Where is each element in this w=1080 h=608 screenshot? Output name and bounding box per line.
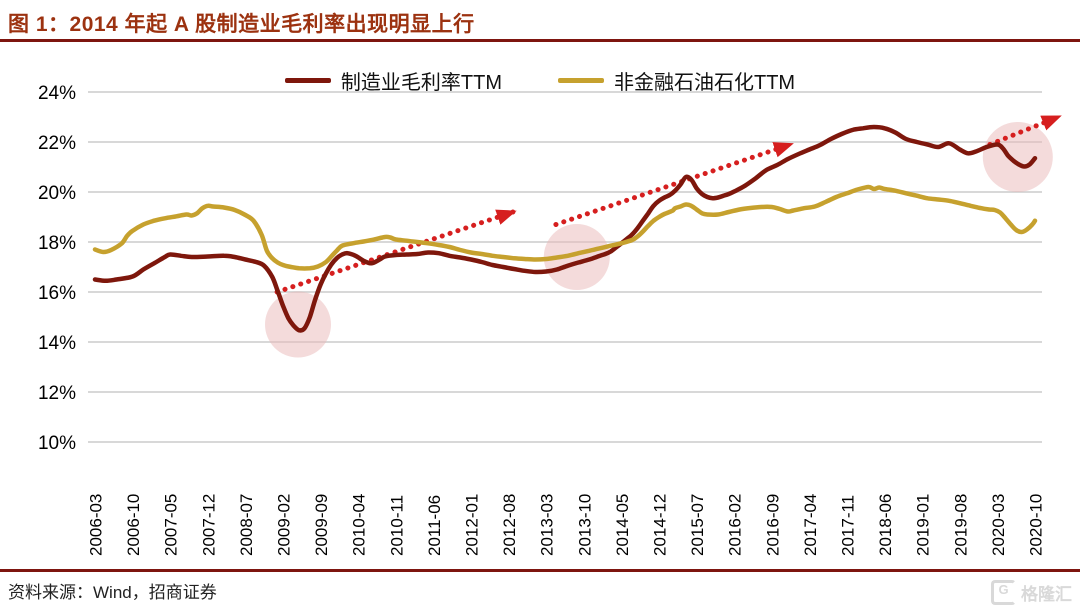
x-tick: 2016-02: [726, 494, 745, 556]
x-tick-label: 2006-10: [124, 494, 143, 556]
x-tick-label: 2018-06: [876, 494, 895, 556]
highlight-circle: [265, 291, 331, 358]
x-tick: 2014-05: [613, 494, 632, 556]
x-tick: 2019-01: [914, 494, 933, 556]
y-tick-label: 20%: [38, 183, 76, 204]
x-tick-label: 2016-02: [726, 494, 745, 556]
x-tick: 2009-09: [312, 494, 331, 556]
x-tick-label: 2016-09: [763, 494, 782, 556]
y-tick-label: 24%: [38, 83, 76, 104]
series-line-1: [92, 184, 1038, 271]
x-tick-label: 2017-04: [801, 494, 820, 556]
trend-arrow: [553, 142, 794, 227]
series-layer: [92, 124, 1038, 333]
figure-title: 图 1：2014 年起 A 股制造业毛利率出现明显上行: [8, 13, 475, 36]
y-tick-label: 16%: [38, 283, 76, 304]
series-line-0: [92, 124, 1038, 333]
x-tick: 2011-06: [425, 495, 444, 556]
x-tick-label: 2015-07: [688, 494, 707, 556]
x-tick: 2012-08: [500, 494, 519, 556]
grid-layer: [88, 91, 1042, 443]
y-tick-label: 12%: [38, 383, 76, 404]
trend-arrow: [274, 209, 517, 295]
x-tick-label: 2020-10: [1027, 494, 1046, 556]
x-tick: 2017-04: [801, 494, 820, 556]
x-tick: 2020-03: [989, 494, 1008, 556]
x-tick: 2007-12: [199, 494, 218, 556]
x-tick-label: 2006-03: [87, 494, 106, 556]
x-tick: 2015-07: [688, 494, 707, 556]
highlight-circle: [543, 224, 610, 290]
x-tick: 2013-10: [575, 494, 594, 556]
watermark-label: 格隆汇: [1021, 585, 1072, 604]
x-tick-label: 2013-10: [575, 494, 594, 556]
x-tick: 2017-11: [839, 495, 858, 556]
arrow-layer: [274, 114, 1062, 295]
x-tick: 2013-03: [538, 494, 557, 556]
x-tick-label: 2008-07: [237, 494, 256, 556]
x-tick-label: 2014-12: [651, 494, 670, 556]
gelonghui-watermark: G 格隆汇: [991, 580, 1072, 605]
x-tick: 2018-06: [876, 494, 895, 556]
x-tick-label: 2012-01: [463, 494, 482, 556]
x-tick: 2012-01: [463, 494, 482, 556]
x-tick-label: 2012-08: [500, 494, 519, 556]
x-tick: 2020-10: [1027, 494, 1046, 556]
gelonghui-logo-icon: G: [991, 580, 1016, 605]
axis-layer: 24% 22% 20% 18% 16% 14% 12% 10% 2006-03 2006-10 20…: [38, 83, 1046, 556]
x-tick: 2008-07: [237, 494, 256, 556]
x-tick: 2009-02: [275, 494, 294, 556]
x-tick: 2016-09: [763, 494, 782, 556]
x-tick-label: 2009-09: [312, 494, 331, 556]
x-tick-label: 2019-08: [951, 494, 970, 556]
y-tick-label: 18%: [38, 233, 76, 254]
x-tick-label: 2007-05: [162, 494, 181, 556]
x-tick: 2006-10: [124, 494, 143, 556]
x-tick-label: 2020-03: [989, 494, 1008, 556]
x-tick-label: 2013-03: [538, 494, 557, 556]
x-tick: 2010-11: [387, 495, 406, 556]
x-tick-label: 2017-11: [839, 495, 858, 556]
y-tick-label: 22%: [38, 133, 76, 154]
highlight-layer: [265, 122, 1053, 358]
x-tick-label: 2010-11: [387, 495, 406, 556]
highlight-circle: [982, 122, 1053, 192]
title-divider: [0, 39, 1080, 42]
x-tick-label: 2009-02: [275, 494, 294, 556]
source-note: 资料来源：Wind，招商证券: [8, 583, 217, 602]
x-tick-label: 2010-04: [350, 494, 369, 556]
x-tick-label: 2007-12: [199, 494, 218, 556]
x-tick: 2014-12: [651, 494, 670, 556]
x-tick: 2006-03: [87, 494, 106, 556]
y-tick-label: 14%: [38, 333, 76, 354]
x-tick-label: 2014-05: [613, 494, 632, 556]
x-tick-label: 2019-01: [914, 494, 933, 556]
y-tick-label: 10%: [38, 433, 76, 454]
x-tick-label: 2011-06: [425, 495, 444, 556]
footer-divider: [0, 569, 1080, 572]
x-tick: 2007-05: [162, 494, 181, 556]
x-tick: 2010-04: [350, 494, 369, 556]
x-tick: 2019-08: [951, 494, 970, 556]
